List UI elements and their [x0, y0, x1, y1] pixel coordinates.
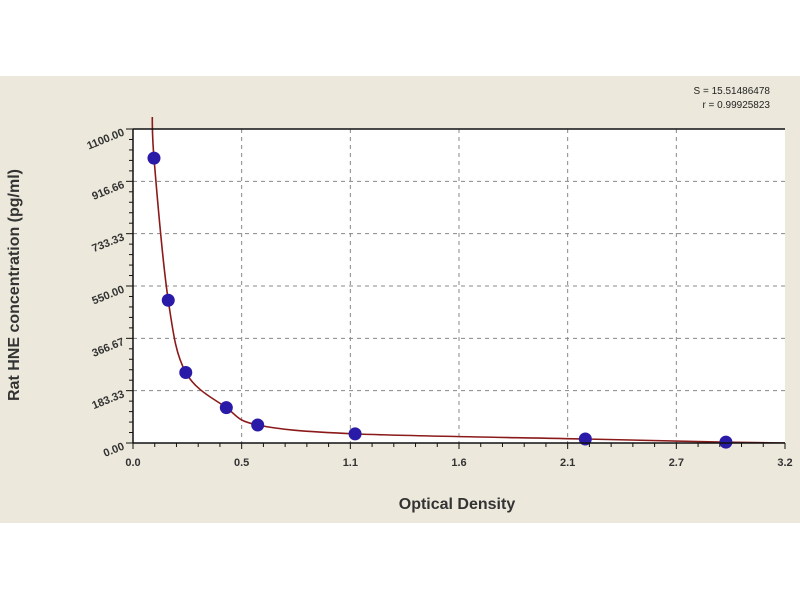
x-tick-label: 3.2 [777, 457, 792, 469]
data-point [161, 293, 175, 307]
x-tick-label: 0.5 [234, 457, 249, 469]
y-tick-label: 916.66 [90, 179, 126, 203]
data-point [147, 151, 161, 165]
y-tick-label: 183.33 [90, 388, 126, 412]
y-tick-label: 550.00 [90, 284, 126, 308]
annotation-r: r = 0.99925823 [702, 100, 770, 111]
x-tick-label: 2.1 [560, 457, 575, 469]
data-point [179, 365, 193, 379]
plot-area [133, 129, 785, 443]
y-axis-label: Rat HNE concentration (pg/ml) [6, 169, 23, 401]
axes [126, 128, 786, 449]
y-tick-label: 1100.00 [85, 127, 126, 153]
data-point [251, 418, 265, 432]
x-tick-label: 2.7 [669, 457, 684, 469]
y-tick-label: 733.33 [90, 231, 126, 255]
x-tick-label: 0.0 [125, 457, 140, 469]
y-tick-label: 0.00 [102, 441, 126, 460]
y-tick-label: 366.67 [90, 336, 126, 360]
x-tick-label: 1.1 [343, 457, 358, 469]
x-axis-label: Optical Density [399, 496, 516, 513]
x-tick-label: 1.6 [451, 457, 466, 469]
data-point [219, 401, 233, 415]
data-point [348, 427, 362, 441]
data-point [719, 435, 733, 449]
annotation-s: S = 15.51486478 [694, 86, 771, 97]
